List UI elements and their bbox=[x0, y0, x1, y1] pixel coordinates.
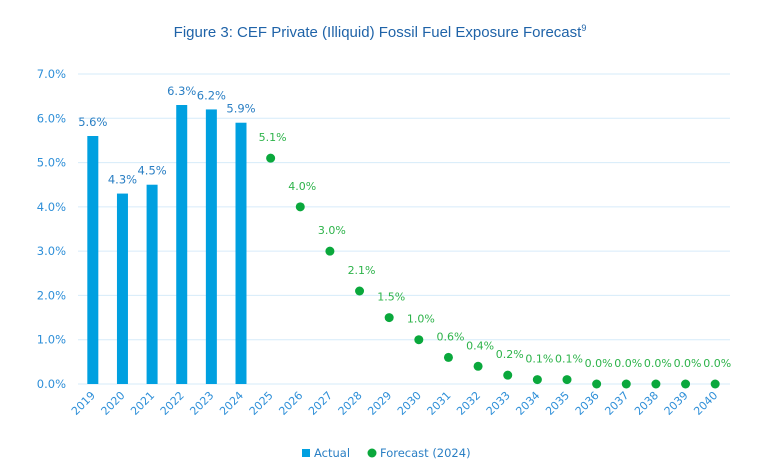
point-data-label: 0.6% bbox=[436, 330, 464, 343]
x-tick-label: 2029 bbox=[365, 389, 394, 418]
forecast-point-2033 bbox=[503, 370, 513, 380]
x-tick-label: 2040 bbox=[691, 389, 720, 418]
y-tick-label: 7.0% bbox=[37, 67, 66, 81]
forecast-series: 5.1%4.0%3.0%2.1%1.5%1.0%0.6%0.4%0.2% 0.1%… bbox=[259, 131, 731, 389]
point-data-label: 0.4% bbox=[466, 339, 494, 352]
bar-data-label: 6.2% bbox=[197, 88, 226, 102]
x-tick-label: 2021 bbox=[128, 389, 157, 418]
point-data-label: 4.0% bbox=[288, 180, 316, 193]
forecast-point-2027 bbox=[325, 246, 335, 256]
point-data-label: 1.5% bbox=[377, 291, 405, 304]
bar-2023 bbox=[205, 109, 217, 384]
x-tick-label: 2034 bbox=[513, 389, 542, 418]
x-tick-label: 2019 bbox=[69, 389, 98, 418]
x-tick-label: 2033 bbox=[484, 389, 513, 418]
forecast-point-2025 bbox=[266, 153, 276, 163]
forecast-point-2036 bbox=[592, 379, 602, 389]
x-tick-label: 2020 bbox=[99, 389, 128, 418]
forecast-point-2029 bbox=[384, 313, 394, 323]
bar-data-label: 5.6% bbox=[78, 115, 107, 129]
gridlines bbox=[78, 73, 730, 385]
x-tick-label: 2036 bbox=[573, 389, 602, 418]
x-tick-label: 2030 bbox=[395, 389, 424, 418]
forecast-point-2028 bbox=[355, 286, 365, 296]
point-data-label: 5.1% bbox=[259, 131, 287, 144]
bar-2022 bbox=[176, 105, 188, 384]
x-tick-label: 2031 bbox=[425, 389, 454, 418]
y-tick-label: 1.0% bbox=[37, 333, 66, 347]
forecast-point-2034 bbox=[532, 375, 542, 385]
x-tick-label: 2022 bbox=[158, 389, 187, 418]
x-tick-label: 2039 bbox=[662, 389, 691, 418]
point-data-label: 0.0% bbox=[703, 357, 731, 370]
point-data-label: 0.1% bbox=[555, 353, 583, 366]
x-tick-label: 2027 bbox=[306, 389, 335, 418]
forecast-point-2040 bbox=[710, 379, 720, 389]
chart-title: Figure 3: CEF Private (Illiquid) Fossil … bbox=[174, 23, 587, 41]
x-tick-label: 2032 bbox=[454, 389, 483, 418]
point-data-label: 3.0% bbox=[318, 224, 346, 237]
forecast-point-2026 bbox=[295, 202, 305, 212]
bar-2024 bbox=[235, 122, 247, 384]
bar-data-label: 4.3% bbox=[108, 173, 137, 187]
x-tick-label: 2035 bbox=[543, 389, 572, 418]
x-axis: 2019 2020 2021 2022 2023 2024 2025 2026 2027 2028… bbox=[69, 389, 720, 418]
y-tick-label: 0.0% bbox=[37, 377, 66, 391]
y-tick-label: 6.0% bbox=[37, 111, 66, 125]
legend: Actual Forecast (2024) bbox=[302, 446, 471, 460]
legend-actual-swatch bbox=[302, 449, 310, 457]
x-tick-label: 2023 bbox=[187, 389, 216, 418]
x-tick-label: 2037 bbox=[602, 389, 631, 418]
point-data-label: 0.0% bbox=[644, 357, 672, 370]
forecast-point-2038 bbox=[651, 379, 661, 389]
point-data-label: 2.1% bbox=[348, 264, 376, 277]
forecast-point-2039 bbox=[681, 379, 691, 389]
x-tick-label: 2024 bbox=[217, 389, 246, 418]
bar-2020 bbox=[116, 193, 128, 384]
y-tick-label: 3.0% bbox=[37, 244, 66, 258]
legend-actual-label: Actual bbox=[314, 446, 350, 460]
x-tick-label: 2038 bbox=[632, 389, 661, 418]
chart-title-text: Figure 3: CEF Private (Illiquid) Fossil … bbox=[174, 24, 582, 41]
forecast-point-2032 bbox=[473, 361, 483, 371]
y-tick-label: 5.0% bbox=[37, 156, 66, 170]
y-tick-label: 4.0% bbox=[37, 200, 66, 214]
point-data-label: 0.0% bbox=[585, 357, 613, 370]
y-axis: 0.0% 1.0% 2.0% 3.0% 4.0% 5.0% 6.0% 7.0% bbox=[37, 67, 66, 391]
legend-forecast-label: Forecast (2024) bbox=[380, 446, 471, 460]
x-tick-label: 2028 bbox=[336, 389, 365, 418]
point-data-label: 0.0% bbox=[674, 357, 702, 370]
actual-series: 5.6% 4.3%4.5% 6.3% 6.2%5.9% bbox=[78, 84, 256, 384]
bar-2021 bbox=[146, 184, 158, 384]
x-tick-label: 2025 bbox=[247, 389, 276, 418]
chart-title-superscript: 9 bbox=[581, 23, 586, 33]
y-tick-label: 2.0% bbox=[37, 288, 66, 302]
forecast-point-2037 bbox=[621, 379, 631, 389]
bar-data-label: 5.9% bbox=[226, 102, 255, 116]
point-data-label: 0.0% bbox=[614, 357, 642, 370]
bar-data-label: 4.5% bbox=[137, 164, 166, 178]
bar-2019 bbox=[87, 136, 99, 384]
forecast-point-2031 bbox=[443, 352, 453, 362]
point-data-label: 0.1% bbox=[525, 353, 553, 366]
x-tick-label: 2026 bbox=[276, 389, 305, 418]
forecast-point-2035 bbox=[562, 375, 572, 385]
forecast-point-2030 bbox=[414, 335, 424, 345]
legend-forecast-swatch bbox=[367, 448, 377, 458]
point-data-label: 0.2% bbox=[496, 348, 524, 361]
bar-data-label: 6.3% bbox=[167, 84, 196, 98]
point-data-label: 1.0% bbox=[407, 313, 435, 326]
